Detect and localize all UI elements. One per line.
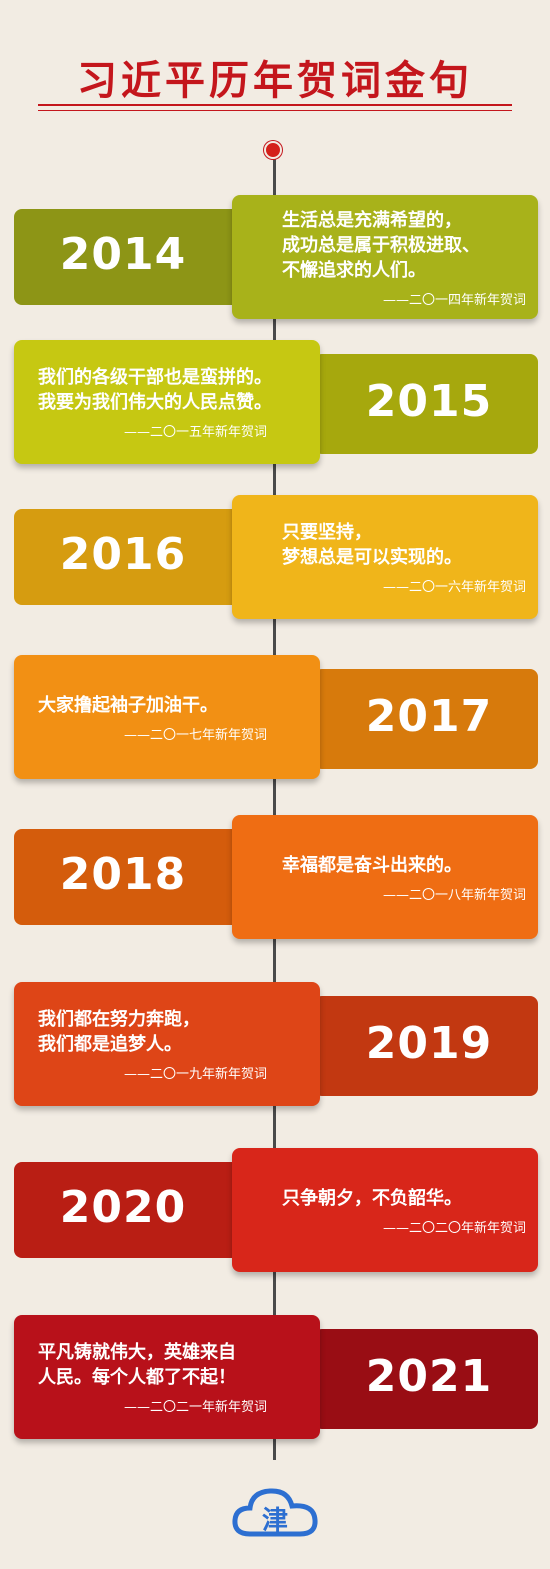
quote-text: 幸福都是奋斗出来的。 [282, 855, 462, 876]
year-label: 2016 [59, 529, 187, 580]
year-panel [314, 354, 538, 454]
quote-panel [14, 655, 320, 779]
quote-text: 只要坚持， 梦想总是可以实现的。 [282, 522, 462, 568]
year-panel [314, 996, 538, 1096]
page-title: 习近平历年贺词金句 [77, 58, 473, 104]
quote-source: ——二〇二一年新年贺词 [124, 1400, 268, 1415]
year-panel [14, 1162, 254, 1258]
quote-text: 生活总是充满希望的， 成功总是属于积极进取、 不懈追求的人们。 [282, 210, 480, 281]
year-label: 2018 [59, 849, 187, 900]
timeline-card-2019: 2019 我们都在努力奔跑， 我们都是追梦人。 ——二〇一九年新年贺词 [14, 982, 538, 1112]
quote-panel [232, 495, 538, 619]
quote-source: ——二〇一九年新年贺词 [124, 1067, 268, 1082]
year-panel [314, 669, 538, 769]
quote-panel [14, 340, 320, 464]
quote-source: ——二〇一五年新年贺词 [124, 425, 268, 440]
quote-panel [14, 982, 320, 1106]
quote-text: 只争朝夕，不负韶华。 [282, 1188, 462, 1209]
year-panel [14, 829, 254, 925]
quote-panel [232, 815, 538, 939]
quote-text: 我们都在努力奔跑， 我们都是追梦人。 [38, 1009, 200, 1055]
year-panel [314, 1329, 538, 1429]
timeline-card-2016: 2016 只要坚持， 梦想总是可以实现的。 ——二〇一六年新年贺词 [14, 495, 538, 625]
quote-source: ——二〇一六年新年贺词 [382, 580, 526, 595]
year-panel [14, 209, 254, 305]
quote-panel [232, 1148, 538, 1272]
timeline-start-dot [264, 141, 282, 159]
year-label: 2014 [59, 229, 187, 280]
year-label: 2017 [365, 691, 493, 742]
year-label: 2015 [365, 376, 493, 427]
title-underline [38, 104, 512, 106]
timeline-card-2020: 2020 只争朝夕，不负韶华。 ——二〇二〇年新年贺词 [14, 1148, 538, 1278]
timeline-card-2014: 2014 生活总是充满希望的， 成功总是属于积极进取、 不懈追求的人们。 ——二〇一… [14, 195, 538, 325]
quote-text: 我们的各级干部也是蛮拼的。 我要为我们伟大的人民点赞。 [38, 367, 272, 413]
quote-text: 大家撸起袖子加油干。 [38, 695, 218, 716]
quote-panel [232, 195, 538, 319]
quote-source: ——二〇一四年新年贺词 [382, 293, 526, 308]
year-label: 2021 [365, 1351, 493, 1402]
timeline-spine [273, 150, 276, 1460]
timeline-card-2018: 2018 幸福都是奋斗出来的。 ——二〇一八年新年贺词 [14, 815, 538, 945]
quote-text: 平凡铸就伟大，英雄来自 人民。每个人都了不起！ [38, 1342, 236, 1388]
cloud-logo-icon: 津 [232, 1488, 318, 1537]
timeline-card-2021: 2021 平凡铸就伟大，英雄来自 人民。每个人都了不起！ ——二〇二一年新年贺词 [14, 1315, 538, 1445]
title-underline [38, 110, 512, 111]
timeline-card-2017: 2017 大家撸起袖子加油干。 ——二〇一七年新年贺词 [14, 655, 538, 785]
year-label: 2020 [59, 1182, 187, 1233]
quote-source: ——二〇一七年新年贺词 [124, 728, 268, 743]
quote-source: ——二〇一八年新年贺词 [382, 888, 526, 903]
timeline-card-2015: 2015 我们的各级干部也是蛮拼的。 我要为我们伟大的人民点赞。 ——二〇一五年新年… [14, 340, 538, 470]
year-label: 2019 [365, 1018, 493, 1069]
logo-glyph: 津 [262, 1506, 288, 1536]
year-panel [14, 509, 254, 605]
quote-source: ——二〇二〇年新年贺词 [382, 1221, 526, 1236]
quote-panel [14, 1315, 320, 1439]
